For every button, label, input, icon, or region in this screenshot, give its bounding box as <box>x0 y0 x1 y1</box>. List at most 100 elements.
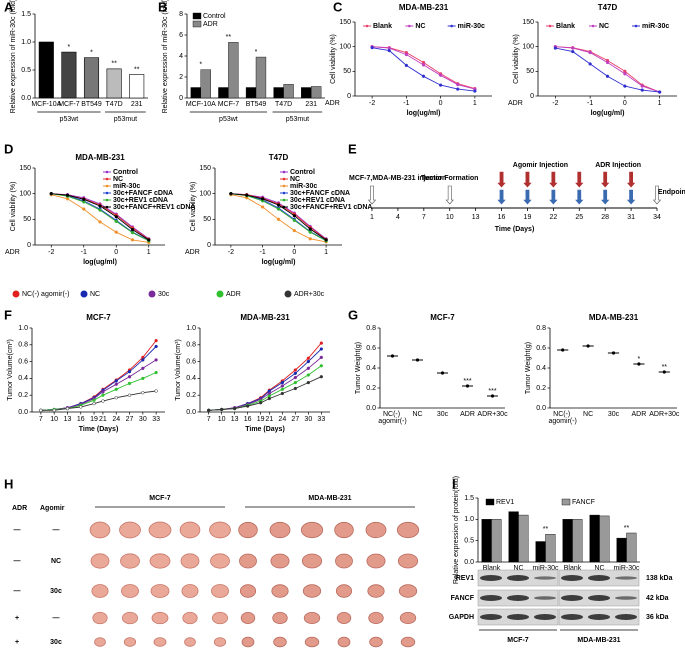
point <box>623 84 627 88</box>
tumor <box>301 553 323 569</box>
point <box>292 228 297 233</box>
x-tick-label: 231 <box>305 101 317 108</box>
group-label: p53wt <box>60 116 79 123</box>
tumor <box>239 584 257 598</box>
y-axis-label: Relative expression of miR-30c (fold) <box>162 0 169 113</box>
x-tick-label: 30 <box>304 416 312 423</box>
chart-title: MDA-MB-231 <box>240 313 290 322</box>
arrow <box>626 171 636 188</box>
legend-swatch <box>408 24 411 28</box>
x-tick-label: BT549 <box>246 101 267 108</box>
legend-label: NC <box>290 176 300 183</box>
point <box>421 74 426 78</box>
x-tick-label: miR-30c <box>613 565 640 572</box>
x-note: ADR <box>508 100 523 107</box>
legend-label: 30c+FANCF+REV1 cDNA <box>113 204 195 211</box>
y-axis-label: Relative expression of miR-30c (fold) <box>10 0 17 113</box>
timeline-tick-label: 19 <box>524 214 532 221</box>
x-tick-label: 21 <box>99 416 107 423</box>
x-tick-label: 7 <box>207 416 211 423</box>
point <box>293 371 297 376</box>
y-axis-label: Cell viability (%) <box>190 182 197 232</box>
tumor <box>334 521 354 539</box>
bar <box>273 87 284 99</box>
blot-band <box>588 575 610 581</box>
annotation: * <box>68 44 71 51</box>
point <box>319 364 323 368</box>
blot-band <box>480 614 502 620</box>
cell-label: MDA-MB-231 <box>577 637 620 644</box>
timeline-label: MCF-7,MDA-MB-231 injection <box>349 175 446 182</box>
bar <box>545 534 556 563</box>
chart-title: MDA-MB-231 <box>589 313 639 322</box>
y-tick-label: 0.2 <box>186 392 196 399</box>
legend-label: Control <box>290 169 315 176</box>
y-tick-label: 2 <box>179 74 183 81</box>
timeline-tick-label: 28 <box>601 214 609 221</box>
arrow <box>601 189 610 205</box>
y-tick-label: 1.5 <box>21 11 31 18</box>
point <box>605 60 610 65</box>
point <box>114 219 118 224</box>
legend-label: Blank <box>556 23 575 30</box>
size-label: 36 kDa <box>646 614 669 621</box>
y-tick-label: 0 <box>179 95 183 102</box>
tumor <box>367 584 385 598</box>
legend-swatch <box>105 198 109 202</box>
legend-swatch <box>105 205 109 209</box>
point <box>154 344 158 349</box>
point <box>571 49 575 54</box>
blot-band <box>615 596 637 600</box>
x-tick-label: 1 <box>147 249 151 256</box>
point <box>98 208 102 212</box>
legend-swatch <box>282 191 286 195</box>
annotation: *** <box>488 388 496 395</box>
point <box>280 391 284 396</box>
legend-label: 30c+FANCF cDNA <box>290 190 350 197</box>
tumor <box>182 611 198 625</box>
legend-label: Control <box>203 13 226 20</box>
bar <box>599 515 610 563</box>
annotation: ** <box>543 526 549 533</box>
point <box>319 347 323 351</box>
point <box>293 386 297 391</box>
point <box>293 380 297 385</box>
y-tick-label: 0.0 <box>21 95 31 102</box>
row-label: — <box>14 588 21 595</box>
point <box>127 375 132 379</box>
x-tick-label: 24 <box>112 416 120 423</box>
tumor <box>121 584 139 598</box>
point <box>82 207 86 211</box>
annotation: * <box>255 49 258 56</box>
legend-label: NC <box>415 23 425 30</box>
annotation: * <box>90 50 93 57</box>
tumor <box>335 553 353 569</box>
bar <box>535 541 546 563</box>
bar <box>626 532 637 563</box>
y-tick-label: 1.0 <box>21 39 31 46</box>
y-tick-label: 0.0 <box>464 559 474 566</box>
point <box>141 366 145 370</box>
x-tick-label: -2 <box>369 100 375 107</box>
x-tick-label: 30 <box>139 416 147 423</box>
tumor <box>179 521 201 539</box>
blot-band <box>561 614 583 620</box>
tumor <box>211 584 229 598</box>
point <box>127 381 132 386</box>
y-tick-label: 0.4 <box>186 375 196 382</box>
point <box>404 52 409 57</box>
point <box>438 83 443 87</box>
y-tick-label: 50 <box>23 216 31 223</box>
tumor <box>335 584 353 598</box>
arrow <box>601 171 610 188</box>
legend-swatch <box>561 498 571 506</box>
bar <box>491 519 502 563</box>
point <box>280 387 284 391</box>
timeline-tick-label: 7 <box>422 214 426 221</box>
tumor <box>304 636 320 648</box>
blot-band <box>534 576 556 580</box>
y-axis-label: Tumor Weight(g) <box>525 342 532 394</box>
x-tick-label: 10 <box>50 416 58 423</box>
legend-label: FANCF <box>572 499 595 506</box>
tumor <box>89 521 111 539</box>
